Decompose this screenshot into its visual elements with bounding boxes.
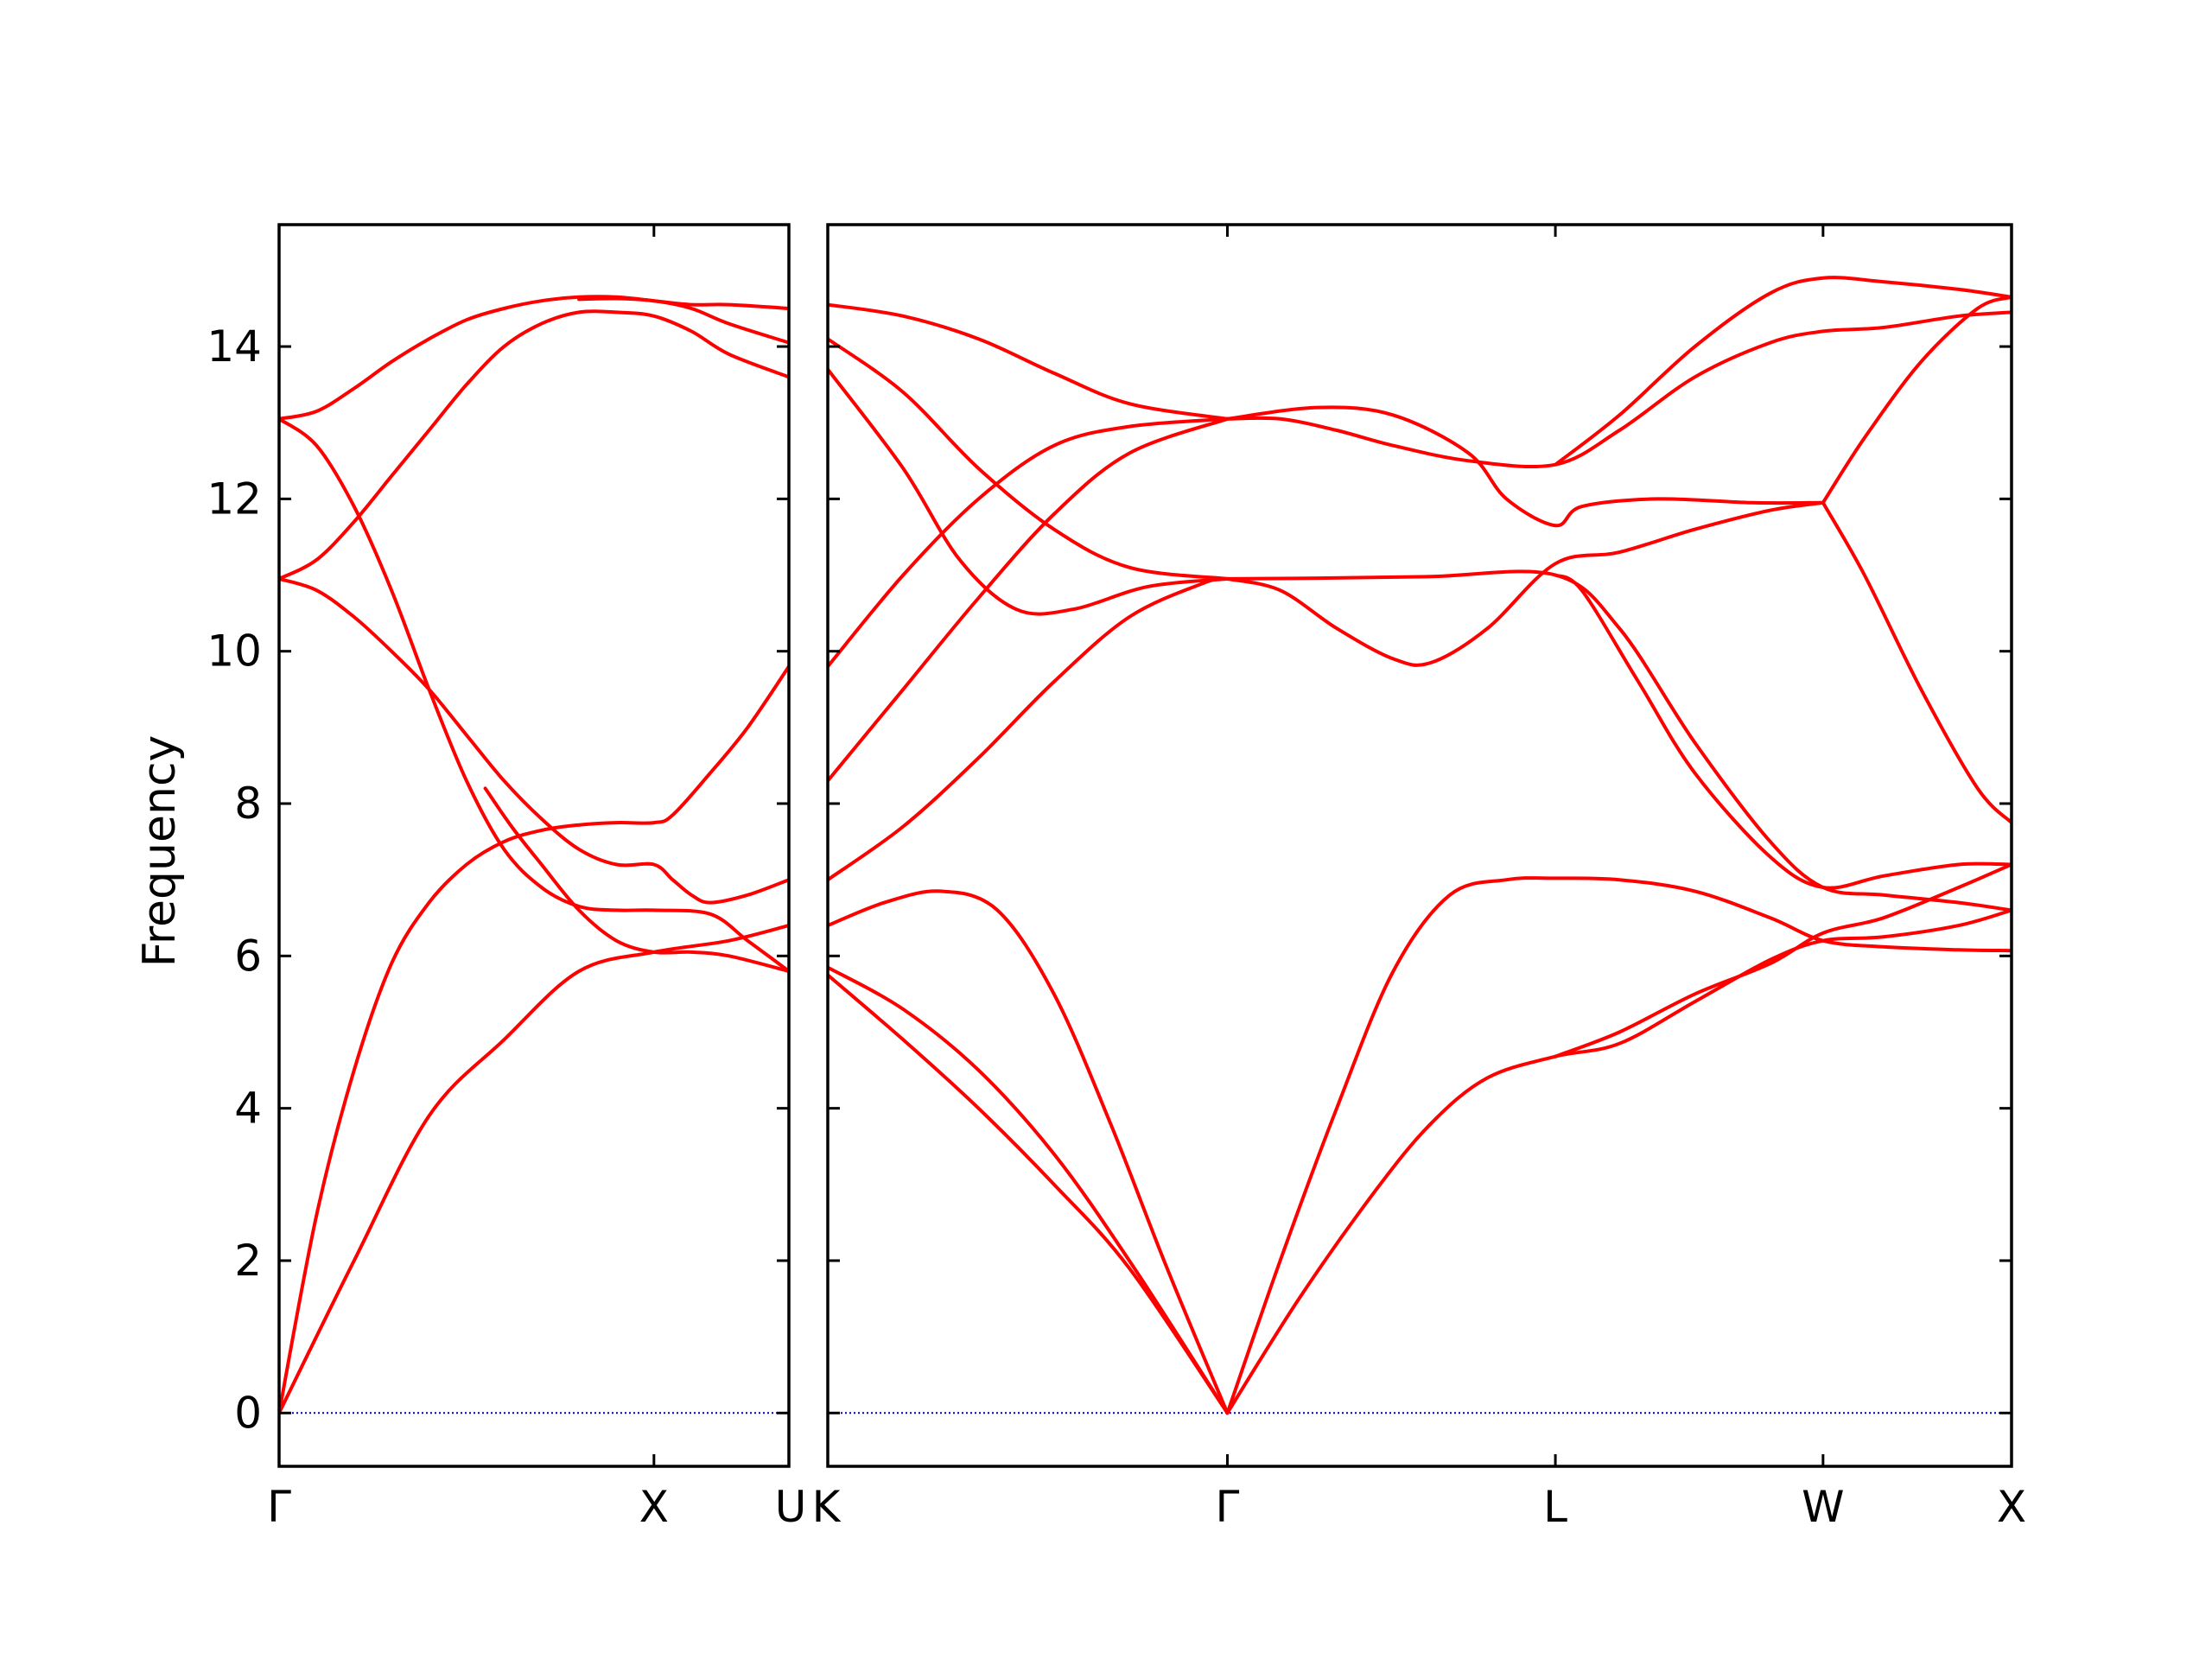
y-tick-label: 2 xyxy=(234,1236,262,1286)
y-tick-label: 8 xyxy=(234,779,262,829)
band-line xyxy=(279,295,789,421)
x-tick-label: U xyxy=(775,1482,807,1532)
band-line xyxy=(483,786,789,973)
y-tick-label: 6 xyxy=(234,931,262,981)
band-line xyxy=(279,416,789,973)
band-line xyxy=(1225,500,1825,667)
x-tick-label: X xyxy=(1997,1482,2026,1532)
panel-1: Γ X U 0 2 4 6 8 10 12 14 xyxy=(207,223,807,1532)
band-line xyxy=(828,367,1230,616)
band-line xyxy=(1821,500,2012,825)
band-line xyxy=(279,664,789,1415)
band-line xyxy=(577,296,789,345)
branches xyxy=(279,295,789,1415)
band-line xyxy=(279,924,789,1415)
band-line xyxy=(828,889,1230,1415)
band-line xyxy=(1225,405,1825,528)
axes-frame xyxy=(277,223,791,1468)
x-tick-label: L xyxy=(1543,1482,1567,1532)
band-line xyxy=(1225,876,2012,1415)
y-tick-label: 14 xyxy=(207,321,262,372)
x-tick-label: Γ xyxy=(1216,1482,1240,1532)
x-tick-label: K xyxy=(812,1482,842,1532)
band-line xyxy=(828,302,1230,421)
band-line xyxy=(1554,862,2012,1058)
band-line xyxy=(1554,276,2012,467)
band-line xyxy=(828,973,1230,1415)
band-line xyxy=(1821,295,2012,505)
band-line xyxy=(828,576,1230,882)
y-tick-label: 4 xyxy=(234,1084,262,1134)
band-line xyxy=(279,309,789,581)
band-line xyxy=(1225,569,2012,912)
band-line xyxy=(828,416,1230,783)
x-tick-label: Γ xyxy=(267,1482,291,1532)
band-line xyxy=(279,576,789,905)
band-line xyxy=(1554,573,2012,890)
y-tick-label: 12 xyxy=(207,474,262,524)
y-axis-label: Frequency xyxy=(134,735,186,968)
band-line xyxy=(828,337,1230,581)
x-tick-label: X xyxy=(639,1482,669,1532)
band-line xyxy=(828,965,1230,1415)
y-tick-label: 0 xyxy=(234,1388,262,1438)
branches xyxy=(828,276,2012,1415)
axes-frame xyxy=(826,223,2013,1468)
band-line xyxy=(1225,908,2012,1415)
band-line xyxy=(828,416,1230,669)
y-tick-label: 10 xyxy=(207,626,262,677)
band-line xyxy=(1225,310,2012,469)
plot-area: Γ X U 0 2 4 6 8 10 12 14 K Γ L W X xyxy=(207,223,2026,1532)
x-tick-label: W xyxy=(1802,1482,1844,1532)
